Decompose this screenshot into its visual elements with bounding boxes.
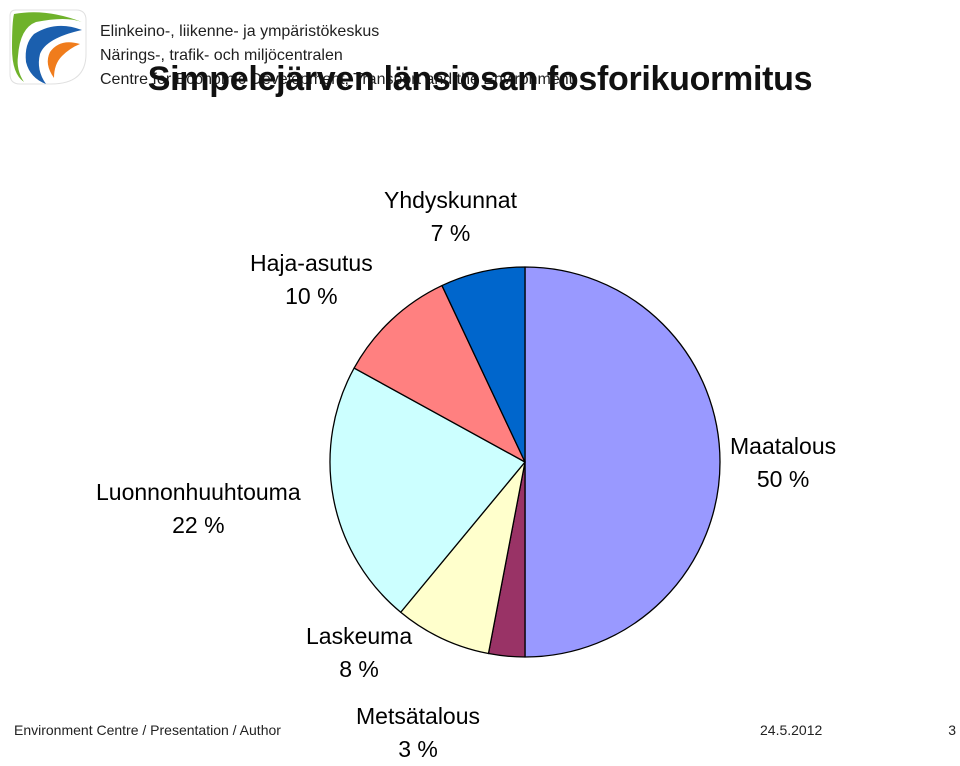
label-maatalous-name: Maatalous — [730, 433, 837, 459]
label-laskeuma: Laskeuma 8 % — [306, 620, 412, 686]
label-metsatalous-name: Metsätalous — [356, 703, 481, 729]
footer-date: 24.5.2012 — [760, 722, 823, 738]
pie-slice-maatalous — [524, 266, 721, 658]
label-metsatalous-value: 3 % — [398, 736, 438, 762]
label-metsatalous: Metsätalous 3 % — [356, 700, 480, 766]
page-number: 3 — [948, 722, 956, 738]
label-luonnonhuuhtouma-value: 22 % — [172, 512, 225, 538]
pie-slice-haja-asutus — [353, 284, 526, 463]
label-yhdyskunnat-value: 7 % — [430, 220, 471, 246]
label-laskeuma-value: 8 % — [339, 656, 379, 682]
label-haja-asutus: Haja-asutus 10 % — [250, 247, 373, 313]
label-haja-asutus-value: 10 % — [285, 283, 338, 309]
label-luonnonhuuhtouma: Luonnonhuuhtouma 22 % — [96, 476, 301, 542]
label-maatalous: Maatalous 50 % — [730, 430, 836, 496]
footer-credit: Environment Centre / Presentation / Auth… — [14, 722, 281, 738]
label-luonnonhuuhtouma-name: Luonnonhuuhtouma — [96, 479, 301, 505]
label-laskeuma-name: Laskeuma — [306, 623, 413, 649]
label-haja-asutus-name: Haja-asutus — [250, 250, 373, 276]
organization-name: Elinkeino-, liikenne- ja ympäristökeskus… — [100, 20, 573, 92]
label-yhdyskunnat: Yhdyskunnat 7 % — [384, 184, 517, 250]
ely-centre-logo-icon — [9, 9, 87, 85]
label-maatalous-value: 50 % — [756, 466, 810, 492]
label-yhdyskunnat-name: Yhdyskunnat — [384, 187, 517, 213]
org-line-sv: Närings-, trafik- och miljöcentralen — [100, 47, 343, 64]
pie-slice-luonnonhuuhtouma — [329, 367, 526, 613]
slide-title: Simpelejärven länsiosan fosforikuormitus — [147, 60, 813, 98]
pie-slice-yhdyskunnat — [441, 266, 526, 463]
pie-slice-laskeuma — [400, 461, 526, 655]
org-line-fi: Elinkeino-, liikenne- ja ympäristökeskus — [100, 23, 380, 40]
org-line-en: Centre for Economic Development, Transpo… — [100, 71, 574, 88]
